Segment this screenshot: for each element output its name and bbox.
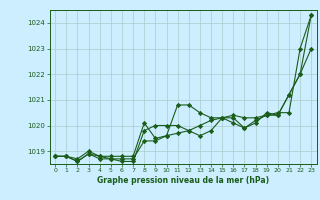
X-axis label: Graphe pression niveau de la mer (hPa): Graphe pression niveau de la mer (hPa) (97, 176, 269, 185)
